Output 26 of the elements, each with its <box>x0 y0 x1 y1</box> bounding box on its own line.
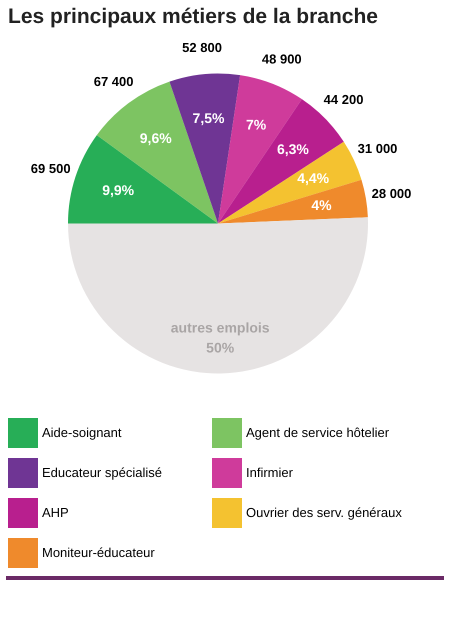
text: 31 000 <box>358 141 398 156</box>
data-label: 7% <box>246 116 267 133</box>
text: 52 800 <box>182 40 222 56</box>
data-label: 4% <box>311 196 332 213</box>
data-label: 9,9% <box>102 182 135 198</box>
slice-label: autres emplois <box>170 319 270 336</box>
text: 28 000 <box>372 186 412 201</box>
legend-label: AHP <box>42 505 69 520</box>
text: 44 200 <box>324 92 364 108</box>
chart-title: Les principaux métiers de la branche <box>8 5 378 28</box>
legend-label: Aide-soignant <box>42 425 122 440</box>
legend-label: Agent de service hôtelier <box>246 425 390 440</box>
pie-slice <box>68 135 218 224</box>
data-label: 9,6% <box>140 130 172 146</box>
legend-label: Infirmier <box>246 465 294 480</box>
legend-label: Ouvrier des serv. généraux <box>246 505 402 520</box>
legend-label: Educateur spécialisé <box>42 465 162 480</box>
data-label: 7,5% <box>192 110 225 126</box>
text: 69 500 <box>30 160 71 176</box>
data-label: 4,4% <box>297 170 330 186</box>
pie-slice <box>68 217 368 374</box>
data-label: 50% <box>206 339 235 356</box>
text: 67 400 <box>94 74 134 89</box>
data-label: 6,3% <box>276 140 310 157</box>
legend-label: Moniteur-éducateur <box>42 545 156 560</box>
text: 48 900 <box>262 51 302 66</box>
